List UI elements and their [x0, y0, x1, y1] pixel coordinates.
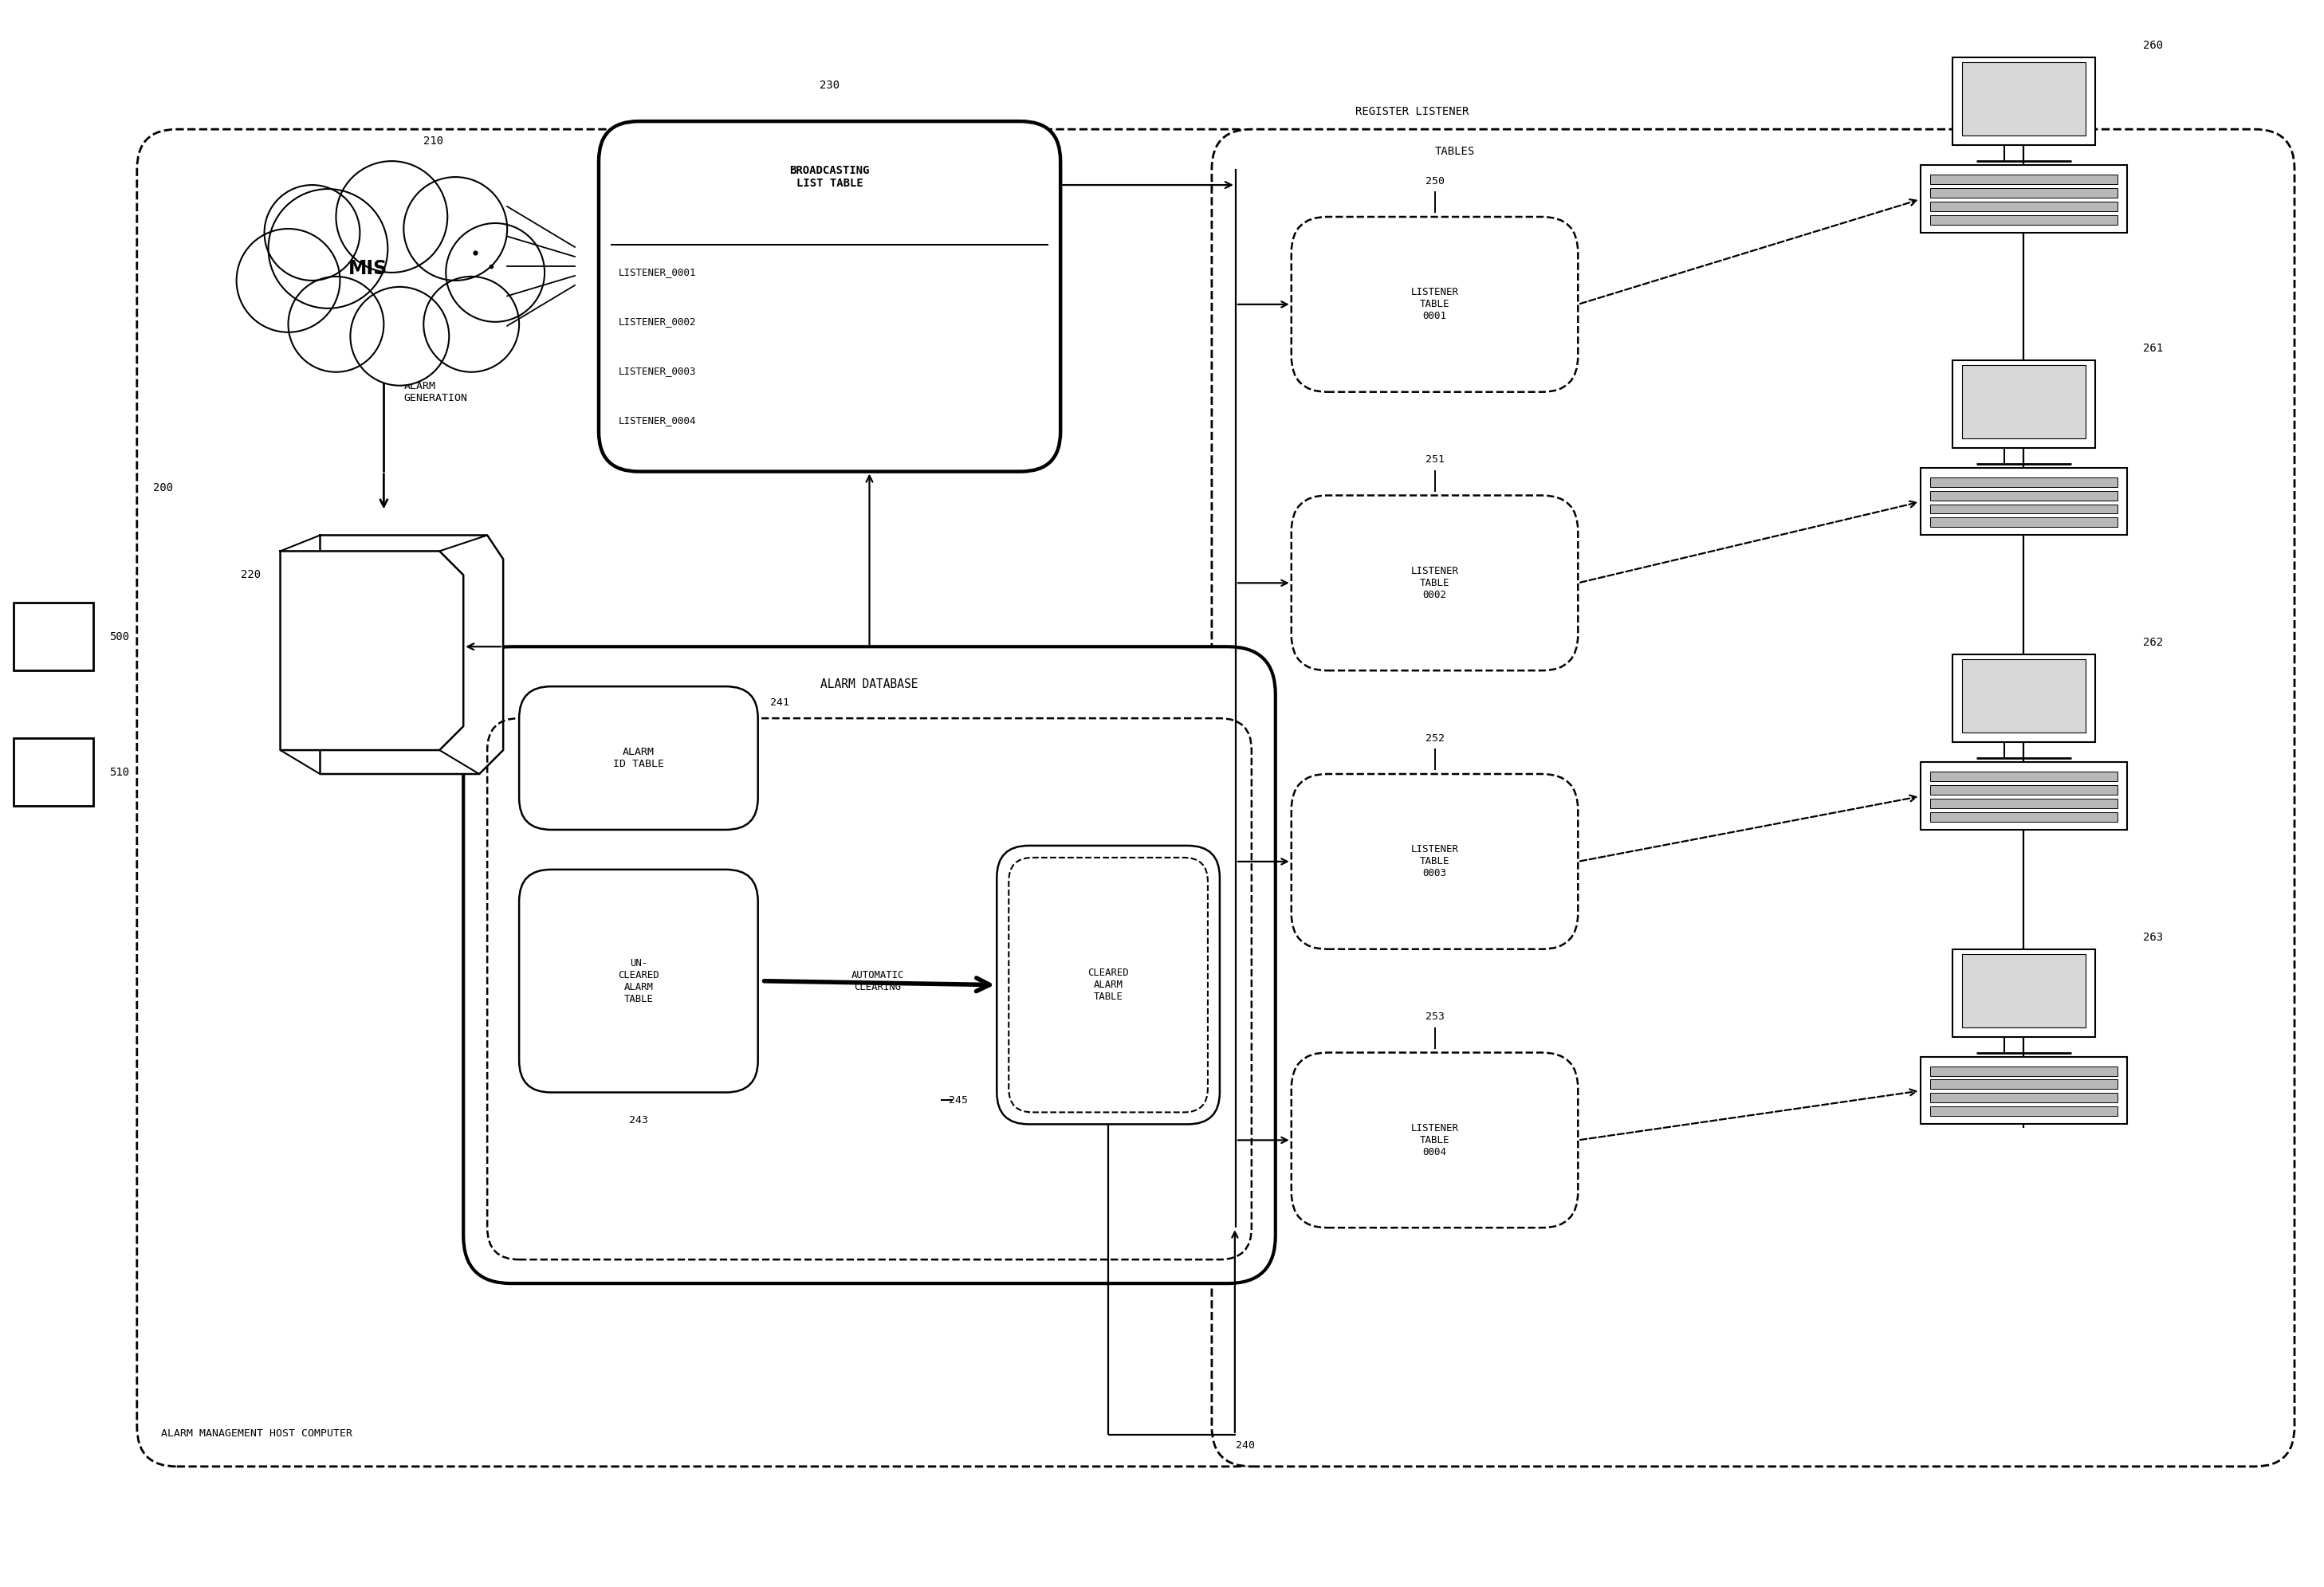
FancyBboxPatch shape — [1211, 129, 2294, 1466]
Bar — [1952, 57, 2096, 144]
Text: 251: 251 — [1425, 454, 1443, 465]
Text: MIS: MIS — [349, 259, 388, 278]
Polygon shape — [321, 535, 504, 774]
Circle shape — [404, 178, 507, 281]
Bar — [1929, 202, 2117, 211]
Bar — [1920, 468, 2126, 535]
Text: 261: 261 — [2143, 343, 2164, 354]
Text: 500: 500 — [109, 632, 130, 643]
Text: REGISTER LISTENER: REGISTER LISTENER — [1355, 106, 1469, 117]
Bar — [1929, 1066, 2117, 1076]
Text: 220: 220 — [239, 570, 260, 581]
Text: 263: 263 — [2143, 932, 2164, 943]
Bar — [1929, 517, 2117, 527]
Bar — [1929, 1093, 2117, 1103]
Text: UN-
CLEARED
ALARM
TABLE: UN- CLEARED ALARM TABLE — [618, 959, 660, 1005]
Text: LISTENER_0003: LISTENER_0003 — [618, 367, 697, 376]
Text: LISTENER
TABLE
0001: LISTENER TABLE 0001 — [1411, 287, 1459, 322]
Text: 252: 252 — [1425, 733, 1443, 743]
Text: CLEARED
ALARM
TABLE: CLEARED ALARM TABLE — [1088, 968, 1129, 1001]
Text: ALARM
GENERATION: ALARM GENERATION — [404, 381, 467, 403]
FancyBboxPatch shape — [518, 687, 758, 830]
Text: TABLES: TABLES — [1434, 146, 1476, 157]
FancyBboxPatch shape — [1292, 495, 1578, 671]
Circle shape — [265, 186, 360, 281]
Bar — [1929, 1106, 2117, 1116]
Bar — [1929, 505, 2117, 514]
Text: BROADCASTING
LIST TABLE: BROADCASTING LIST TABLE — [790, 165, 869, 189]
Bar — [1952, 654, 2096, 743]
Circle shape — [337, 162, 449, 273]
Bar — [1920, 165, 2126, 233]
Circle shape — [446, 224, 544, 322]
FancyBboxPatch shape — [1009, 857, 1208, 1112]
Bar — [14, 738, 93, 806]
FancyBboxPatch shape — [600, 121, 1060, 471]
Bar — [1792, 136, 2271, 1458]
Text: LISTENER_0004: LISTENER_0004 — [618, 416, 697, 425]
Circle shape — [267, 189, 388, 308]
Bar — [1961, 365, 2087, 438]
FancyBboxPatch shape — [997, 846, 1220, 1124]
Text: LISTENER_0001: LISTENER_0001 — [618, 267, 697, 278]
Text: 262: 262 — [2143, 636, 2164, 647]
Text: 230: 230 — [820, 79, 839, 90]
Bar — [1929, 216, 2117, 225]
FancyBboxPatch shape — [137, 129, 1276, 1466]
FancyBboxPatch shape — [1292, 774, 1578, 949]
Text: LISTENER
TABLE
0004: LISTENER TABLE 0004 — [1411, 1124, 1459, 1157]
Text: LISTENER_0002: LISTENER_0002 — [618, 317, 697, 327]
Circle shape — [237, 229, 339, 332]
Bar — [1929, 189, 2117, 198]
Text: 245: 245 — [948, 1095, 969, 1106]
FancyBboxPatch shape — [488, 719, 1253, 1260]
Text: ALARM DATABASE: ALARM DATABASE — [820, 679, 918, 690]
Polygon shape — [281, 551, 462, 751]
Text: 253: 253 — [1425, 1011, 1443, 1022]
Text: ALARM MANAGEMENT HOST COMPUTER: ALARM MANAGEMENT HOST COMPUTER — [160, 1428, 353, 1439]
FancyBboxPatch shape — [1292, 1052, 1578, 1228]
Text: 510: 510 — [109, 767, 130, 778]
Text: 260: 260 — [2143, 40, 2164, 51]
Bar — [1929, 478, 2117, 487]
Bar — [1961, 62, 2087, 135]
FancyBboxPatch shape — [1292, 217, 1578, 392]
Text: 240: 240 — [1236, 1441, 1255, 1451]
Bar — [1920, 762, 2126, 830]
Bar — [1929, 1079, 2117, 1089]
Circle shape — [288, 276, 383, 371]
Bar — [1929, 786, 2117, 795]
Text: ALARM
ID TABLE: ALARM ID TABLE — [614, 747, 665, 770]
Bar — [1920, 1057, 2126, 1124]
Bar — [1929, 490, 2117, 500]
Circle shape — [423, 276, 518, 371]
Bar — [1929, 771, 2117, 781]
Text: 250: 250 — [1425, 176, 1443, 186]
Text: 243: 243 — [630, 1116, 648, 1125]
Bar — [14, 603, 93, 671]
Circle shape — [351, 287, 449, 386]
Bar — [1952, 360, 2096, 448]
Bar — [1961, 954, 2087, 1027]
Text: LISTENER
TABLE
0003: LISTENER TABLE 0003 — [1411, 844, 1459, 879]
Text: 200: 200 — [153, 482, 172, 494]
Bar — [1929, 175, 2117, 184]
Text: AUTOMATIC
CLEARING: AUTOMATIC CLEARING — [851, 970, 904, 992]
Bar — [1952, 949, 2096, 1036]
Bar — [1961, 659, 2087, 733]
FancyBboxPatch shape — [518, 870, 758, 1092]
Bar — [1929, 813, 2117, 822]
Text: 241: 241 — [769, 697, 790, 708]
FancyBboxPatch shape — [462, 646, 1276, 1284]
Text: 210: 210 — [423, 135, 444, 146]
Text: LISTENER
TABLE
0002: LISTENER TABLE 0002 — [1411, 567, 1459, 600]
Bar — [1929, 798, 2117, 808]
